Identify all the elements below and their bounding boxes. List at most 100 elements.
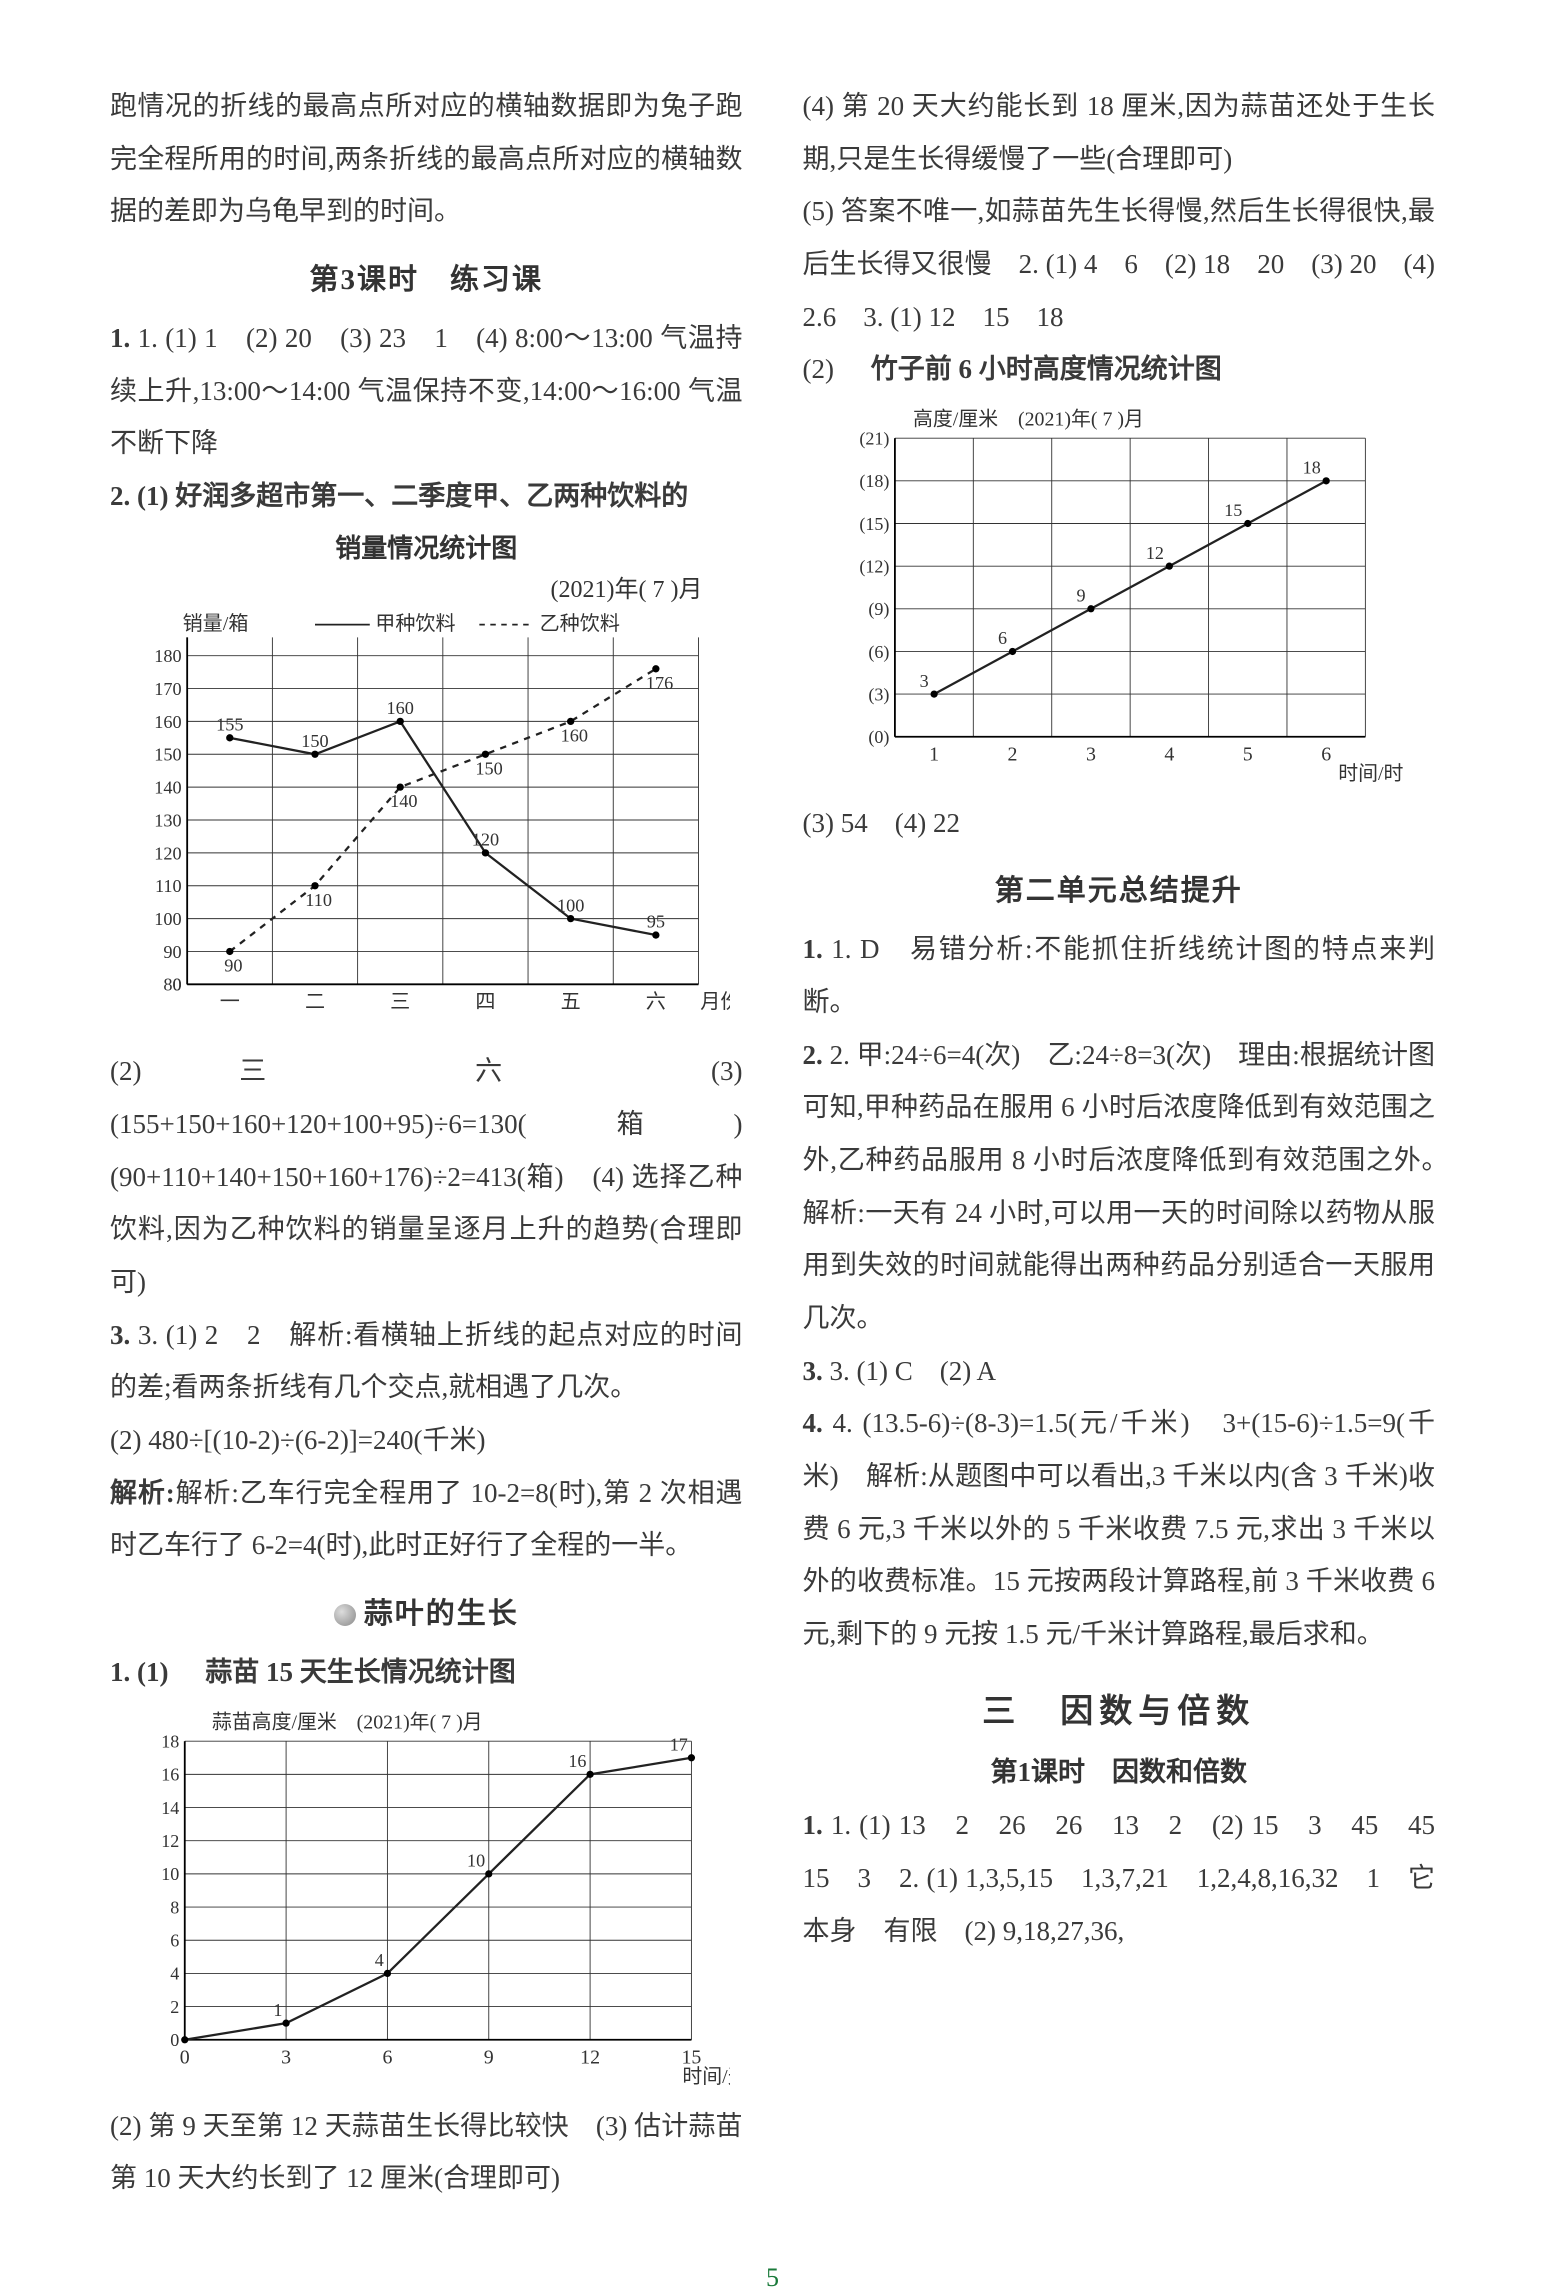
- svg-text:2: 2: [1007, 743, 1017, 765]
- g2: (2) 第 9 天至第 12 天蒜苗生长得比较快 (3) 估计蒜苗第 10 天大…: [110, 2100, 743, 2205]
- svg-text:6: 6: [382, 2046, 392, 2068]
- svg-text:150: 150: [154, 745, 181, 765]
- svg-text:90: 90: [224, 956, 242, 976]
- svg-text:(12): (12): [859, 556, 889, 577]
- svg-text:高度/厘米 (2021)年( 7 )月: 高度/厘米 (2021)年( 7 )月: [913, 407, 1144, 430]
- u2-text: 2. 甲:24÷6=4(次) 乙:24÷8=3(次) 理由:根据统计图可知,甲种…: [803, 1040, 1463, 1333]
- svg-text:10: 10: [467, 1850, 485, 1870]
- bullet-icon: [334, 1604, 356, 1626]
- svg-text:六: 六: [646, 991, 666, 1014]
- q3a-text: 3. (1) 2 2 解析:看横轴上折线的起点对应的时间的差;看两条折线有几个交…: [110, 1320, 743, 1403]
- q1-text: 1. (1) 1 (2) 20 (3) 23 1 (4) 8:00～13:00 …: [110, 323, 743, 458]
- svg-text:95: 95: [647, 912, 665, 932]
- lesson1-heading: 第1课时 因数和倍数: [803, 1750, 1436, 1789]
- chart3-svg: 高度/厘米 (2021)年( 7 )月(0)(3)(6)(9)(12)(15)(…: [803, 402, 1403, 782]
- chart2-title: 蒜苗 15 天生长情况统计图: [205, 1657, 516, 1687]
- svg-text:17: 17: [670, 1734, 688, 1754]
- unit2-heading: 第二单元总结提升: [803, 867, 1436, 909]
- svg-text:3: 3: [281, 2046, 291, 2068]
- svg-text:16: 16: [161, 1764, 179, 1784]
- g1-prefix: 1. (1): [110, 1657, 168, 1687]
- svg-text:15: 15: [681, 2046, 701, 2068]
- q3c: 解析:解析:乙车行完全程用了 10-2=8(时),第 2 次相遇时乙车行了 6-…: [110, 1467, 743, 1572]
- u1: 1. 1. D 易错分析:不能抓住折线统计图的特点来判断。: [803, 923, 1436, 1028]
- svg-text:90: 90: [163, 942, 181, 962]
- svg-text:130: 130: [154, 811, 181, 831]
- svg-text:100: 100: [154, 909, 181, 929]
- q2a: 2. (1) 好润多超市第一、二季度甲、乙两种饮料的: [110, 470, 743, 523]
- right-column: (4) 第 20 天大约能长到 18 厘米,因为蒜苗还处于生长期,只是生长得缓慢…: [803, 80, 1436, 2205]
- svg-text:160: 160: [387, 699, 414, 719]
- svg-text:18: 18: [161, 1731, 179, 1751]
- svg-text:(0): (0): [868, 727, 889, 748]
- u3: 3. 3. (1) C (2) A: [803, 1345, 1436, 1398]
- svg-text:160: 160: [561, 726, 588, 746]
- svg-text:160: 160: [154, 712, 181, 732]
- svg-text:180: 180: [154, 647, 181, 667]
- svg-text:(21): (21): [859, 428, 889, 449]
- svg-text:110: 110: [305, 890, 332, 910]
- svg-text:0: 0: [180, 2046, 190, 2068]
- chart3-title: 竹子前 6 小时高度情况统计图: [871, 354, 1222, 384]
- intro-para: 跑情况的折线的最高点所对应的横轴数据即为兔子跑完全程所用的时间,两条折线的最高点…: [110, 80, 743, 238]
- r-p4: (3) 54 (4) 22: [803, 797, 1436, 850]
- g1: 1. (1) 蒜苗 15 天生长情况统计图: [110, 1646, 743, 1699]
- svg-text:(15): (15): [859, 514, 889, 535]
- q3c-text: 解析:乙车行完全程用了 10-2=8(时),第 2 次相遇时乙车行了 6-2=4…: [110, 1478, 743, 1561]
- svg-text:(3): (3): [868, 684, 889, 705]
- u4: 4. 4. (13.5-6)÷(8-3)=1.5(元/千米) 3+(15-6)÷…: [803, 1397, 1436, 1660]
- svg-text:乙种饮料: 乙种饮料: [540, 613, 620, 636]
- svg-text:170: 170: [154, 679, 181, 699]
- svg-text:14: 14: [161, 1797, 179, 1817]
- q3b: (2) 480÷[(10-2)÷(6-2)]=240(千米): [110, 1414, 743, 1467]
- svg-text:150: 150: [301, 731, 328, 751]
- svg-text:140: 140: [390, 792, 417, 812]
- svg-text:时间/天: 时间/天: [682, 2065, 730, 2085]
- svg-text:3: 3: [919, 671, 928, 691]
- chart1-svg: 销量/箱甲种饮料乙种饮料0809010011012013014015016017…: [110, 610, 730, 1030]
- svg-text:四: 四: [475, 992, 495, 1014]
- svg-text:4: 4: [170, 1963, 179, 1983]
- f1-text: 1. (1) 13 2 26 26 13 2 (2) 15 3 45 45 15…: [803, 1810, 1463, 1945]
- q2a2: 销量情况统计图: [110, 528, 743, 565]
- svg-text:100: 100: [557, 896, 584, 916]
- svg-text:12: 12: [161, 1831, 179, 1851]
- chart1: 销量/箱甲种饮料乙种饮料0809010011012013014015016017…: [110, 610, 743, 1035]
- q1: 1. 1. (1) 1 (2) 20 (3) 23 1 (4) 8:00～13:…: [110, 312, 743, 470]
- svg-text:120: 120: [472, 830, 499, 850]
- r-p1: (4) 第 20 天大约能长到 18 厘米,因为蒜苗还处于生长期,只是生长得缓慢…: [803, 80, 1436, 185]
- svg-text:10: 10: [161, 1864, 179, 1884]
- svg-text:8: 8: [170, 1897, 179, 1917]
- svg-text:155: 155: [216, 715, 243, 735]
- svg-text:16: 16: [568, 1751, 586, 1771]
- svg-text:4: 4: [375, 1950, 384, 1970]
- svg-text:2: 2: [170, 1996, 179, 2016]
- svg-text:18: 18: [1302, 457, 1320, 477]
- svg-text:12: 12: [580, 2046, 600, 2068]
- svg-text:蒜苗高度/厘米 (2021)年( 7 )月: 蒜苗高度/厘米 (2021)年( 7 )月: [212, 1710, 483, 1733]
- chart2: 蒜苗高度/厘米 (2021)年( 7 )月0246810121416180369…: [110, 1705, 743, 2090]
- svg-text:0: 0: [170, 2030, 179, 2050]
- left-column: 跑情况的折线的最高点所对应的横轴数据即为兔子跑完全程所用的时间,两条折线的最高点…: [110, 80, 743, 2205]
- u4-text: 4. (13.5-6)÷(8-3)=1.5(元/千米) 3+(15-6)÷1.5…: [803, 1408, 1436, 1649]
- svg-text:月份: 月份: [700, 991, 730, 1014]
- f1: 1. 1. (1) 13 2 26 26 13 2 (2) 15 3 45 45…: [803, 1799, 1436, 1957]
- svg-text:(18): (18): [859, 471, 889, 492]
- r-p3-prefix: (2): [803, 354, 834, 384]
- svg-text:二: 二: [305, 992, 325, 1014]
- svg-text:三: 三: [390, 992, 410, 1014]
- garlic-title-text: 蒜叶的生长: [364, 1598, 519, 1630]
- svg-text:6: 6: [1321, 743, 1331, 765]
- garlic-heading: 蒜叶的生长: [110, 1590, 743, 1632]
- svg-text:6: 6: [998, 628, 1007, 648]
- svg-text:4: 4: [1164, 743, 1174, 765]
- svg-text:1: 1: [273, 1999, 282, 2019]
- chart3: 高度/厘米 (2021)年( 7 )月(0)(3)(6)(9)(12)(15)(…: [803, 402, 1436, 787]
- q2b: (2) 三 六 (3) (155+150+160+120+100+95)÷6=1…: [110, 1045, 743, 1308]
- unit3-heading: 三 因数与倍数: [803, 1684, 1436, 1732]
- svg-text:1: 1: [929, 743, 939, 765]
- u2: 2. 2. 甲:24÷6=4(次) 乙:24÷8=3(次) 理由:根据统计图可知…: [803, 1029, 1436, 1345]
- u3-text: 3. (1) C (2) A: [830, 1356, 996, 1386]
- svg-text:150: 150: [475, 759, 502, 779]
- chart2-svg: 蒜苗高度/厘米 (2021)年( 7 )月0246810121416180369…: [110, 1705, 730, 2085]
